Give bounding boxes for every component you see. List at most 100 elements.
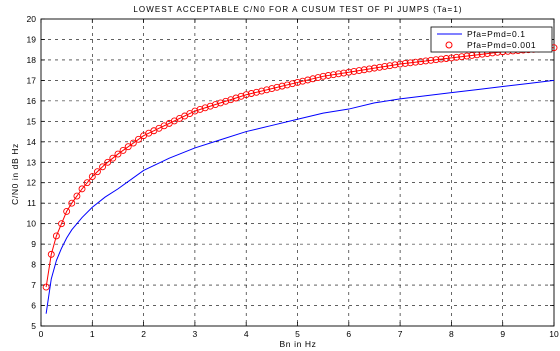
series [42,44,558,314]
data-point-pfa-pmd-0-001 [58,220,65,228]
plot-frame [40,18,555,327]
legend-box [430,26,553,53]
y-tick-label: 14 [27,137,37,147]
data-point-pfa-pmd-0-001 [401,59,409,67]
legend-swatch-pfa-pmd-0-001 [445,41,453,49]
legend-label-pfa-pmd-0-1: Pfa=Pmd=0.1 [467,29,526,39]
data-point-pfa-pmd-0-001 [294,78,301,86]
data-point-pfa-pmd-0-001 [263,86,271,94]
data-point-pfa-pmd-0-001 [288,80,296,88]
x-tick-label: 1 [90,329,95,339]
data-point-pfa-pmd-0-001 [253,88,260,96]
data-point-pfa-pmd-0-001 [432,56,440,64]
data-point-pfa-pmd-0-001 [93,168,101,176]
data-point-pfa-pmd-0-001 [442,55,450,62]
data-point-pfa-pmd-0-001 [371,64,378,72]
data-point-pfa-pmd-0-001 [299,77,307,85]
series-line-pfa-pmd-0-1 [45,79,555,314]
data-point-pfa-pmd-0-001 [222,97,230,105]
data-point-pfa-pmd-0-001 [437,55,445,63]
data-point-pfa-pmd-0-001 [278,82,286,90]
data-point-pfa-pmd-0-001 [350,67,358,75]
data-point-pfa-pmd-0-001 [201,104,209,112]
data-point-pfa-pmd-0-001 [99,163,107,171]
data-point-pfa-pmd-0-001 [78,185,86,193]
data-point-pfa-pmd-0-001 [232,94,240,102]
data-point-pfa-pmd-0-001 [196,106,204,113]
data-point-pfa-pmd-0-001 [458,53,466,61]
y-tick-label: 19 [27,34,37,44]
data-point-pfa-pmd-0-001 [309,75,317,83]
y-tick-label: 5 [31,321,36,331]
data-point-pfa-pmd-0-001 [329,71,337,79]
data-point-pfa-pmd-0-001 [273,83,281,91]
data-point-pfa-pmd-0-001 [135,135,142,143]
data-point-pfa-pmd-0-001 [335,70,342,78]
y-tick-labels: 5 6 7 8 9 10 11 12 13 14 15 16 17 18 19 20 [27,14,37,331]
grid [41,19,554,326]
y-tick-label: 13 [27,157,37,167]
data-point-pfa-pmd-0-001 [124,143,132,151]
data-point-pfa-pmd-0-001 [386,62,394,70]
y-tick-label: 11 [27,198,36,208]
x-tick-label: 6 [346,329,351,339]
data-point-pfa-pmd-0-001 [242,91,250,99]
data-point-pfa-pmd-0-001 [247,90,255,97]
data-point-pfa-pmd-0-001 [427,56,435,64]
y-tick-label: 15 [27,116,37,126]
x-tick-label: 3 [193,329,198,339]
data-point-pfa-pmd-0-001 [324,72,332,79]
data-point-pfa-pmd-0-001 [52,232,60,240]
data-point-pfa-pmd-0-001 [360,66,368,74]
y-tick-label: 12 [27,178,37,188]
data-point-pfa-pmd-0-001 [463,52,471,60]
y-tick-label: 7 [31,280,36,290]
chart-title: LOWEST ACCEPTABLE C/N0 FOR A CUSUM TEST … [133,5,462,14]
data-point-pfa-pmd-0-001 [406,59,414,67]
data-point-pfa-pmd-0-001 [381,63,389,70]
data-point-pfa-pmd-0-001 [412,58,419,66]
data-point-pfa-pmd-0-001 [468,51,476,59]
data-point-pfa-pmd-0-001 [345,68,353,76]
data-point-pfa-pmd-0-001 [340,69,348,77]
x-tick-label: 4 [244,329,249,339]
data-point-pfa-pmd-0-001 [109,154,117,162]
y-tick-label: 10 [27,219,37,229]
data-point-pfa-pmd-0-001 [453,53,460,61]
data-point-pfa-pmd-0-001 [396,60,404,68]
x-tick-label: 7 [398,329,403,339]
data-point-pfa-pmd-0-001 [68,199,76,207]
x-axis-title: Bn in Hz [280,339,317,349]
y-tick-label: 18 [27,55,37,65]
y-tick-label: 20 [27,14,37,24]
data-point-pfa-pmd-0-001 [376,63,384,71]
data-point-pfa-pmd-0-001 [211,101,219,109]
data-point-pfa-pmd-0-001 [283,81,291,89]
data-point-pfa-pmd-0-001 [319,72,327,80]
data-point-pfa-pmd-0-001 [88,173,96,181]
data-point-pfa-pmd-0-001 [447,54,455,62]
y-axis-title: C/N0 in dB Hz [10,143,20,205]
y-tick-label: 8 [31,260,36,270]
data-point-pfa-pmd-0-001 [206,102,214,110]
data-point-pfa-pmd-0-001 [73,192,81,200]
data-point-pfa-pmd-0-001 [191,107,199,115]
y-tick-label: 17 [27,75,37,85]
data-point-pfa-pmd-0-001 [63,207,71,215]
x-tick-labels: 0 1 2 3 4 5 6 7 8 9 10 [39,329,559,339]
data-point-pfa-pmd-0-001 [258,87,266,95]
data-point-pfa-pmd-0-001 [114,150,122,158]
data-point-pfa-pmd-0-001 [417,58,425,66]
data-point-pfa-pmd-0-001 [83,179,91,187]
x-tick-label: 5 [295,329,300,339]
data-point-pfa-pmd-0-001 [104,158,112,166]
data-point-pfa-pmd-0-001 [217,99,225,107]
data-point-pfa-pmd-0-001 [314,74,322,81]
x-tick-label: 9 [500,329,505,339]
data-point-pfa-pmd-0-001 [237,92,245,100]
data-point-pfa-pmd-0-001 [304,76,312,84]
data-point-pfa-pmd-0-001 [227,96,235,104]
x-tick-label: 2 [141,329,146,339]
